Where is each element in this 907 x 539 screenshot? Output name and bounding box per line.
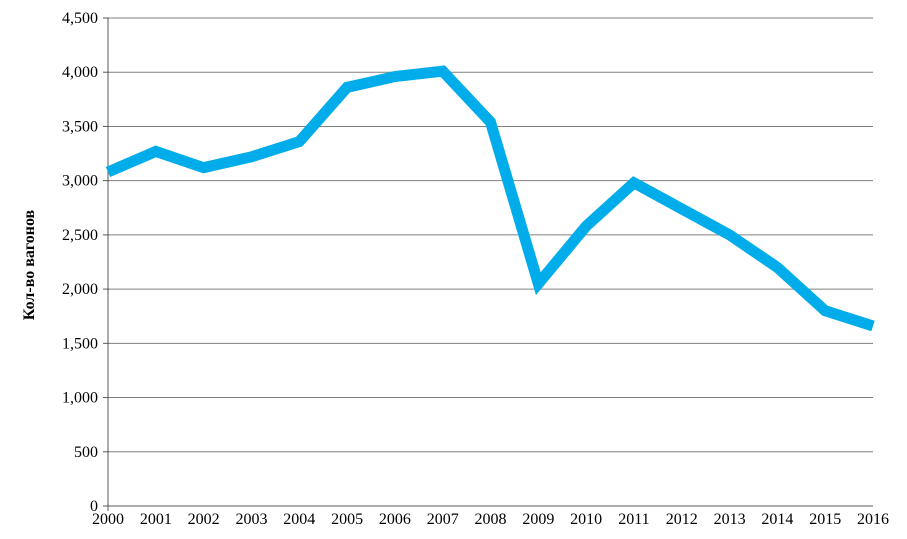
y-tick-label: 0 — [90, 498, 98, 515]
y-tick-label: 2,500 — [62, 227, 98, 244]
x-tick-label: 2002 — [188, 511, 220, 528]
x-tick-label: 2005 — [331, 511, 363, 528]
x-tick-label: 2008 — [475, 511, 507, 528]
x-tick-label: 2007 — [427, 511, 459, 528]
x-tick-label: 2015 — [809, 511, 841, 528]
x-tick-label: 2004 — [283, 511, 315, 528]
y-tick-label: 2,000 — [62, 281, 98, 298]
x-tick-label: 2011 — [618, 511, 649, 528]
y-tick-label: 4,500 — [62, 10, 98, 27]
y-tick-label: 1,000 — [62, 390, 98, 407]
y-tick-label: 1,500 — [62, 335, 98, 352]
x-tick-label: 2006 — [379, 511, 411, 528]
x-tick-label: 2001 — [140, 511, 172, 528]
y-tick-label: 500 — [74, 444, 98, 461]
x-tick-label: 2013 — [714, 511, 746, 528]
data-series-line — [105, 65, 875, 332]
y-tick-label: 3,000 — [62, 173, 98, 190]
x-tick-label: 2000 — [92, 511, 124, 528]
x-tick-label: 2012 — [666, 511, 698, 528]
x-tick-label: 2009 — [522, 511, 554, 528]
x-tick-label: 2010 — [570, 511, 602, 528]
x-tick-label: 2003 — [235, 511, 267, 528]
y-tick-label: 3,500 — [62, 118, 98, 135]
x-tick-label: 2016 — [857, 511, 889, 528]
y-tick-label: 4,000 — [62, 64, 98, 81]
x-tick-label: 2014 — [761, 511, 793, 528]
y-axis-title: Кол-во вагонов — [21, 209, 38, 321]
